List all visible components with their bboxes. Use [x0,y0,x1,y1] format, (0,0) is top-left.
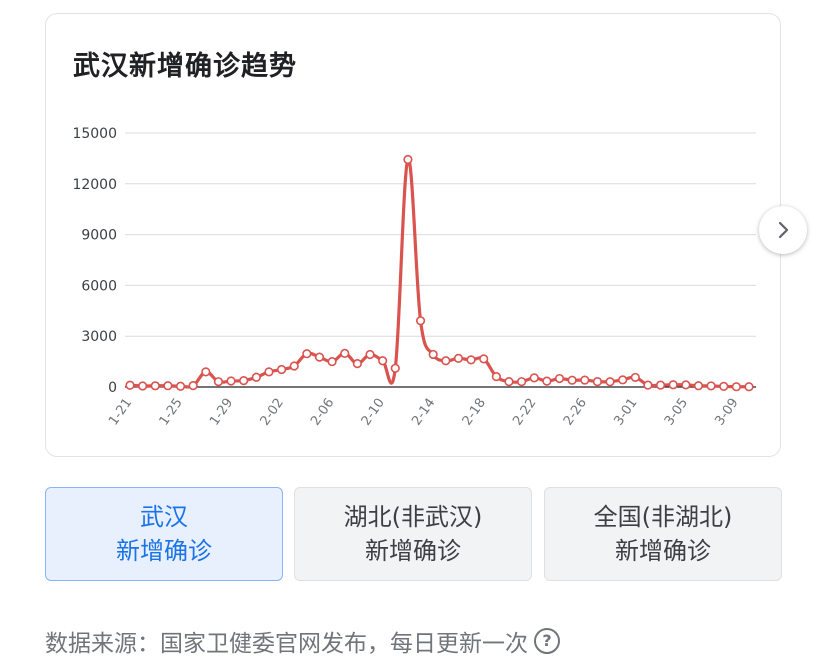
line-chart: 0 3000 6000 9000 12000 15000 1-21 1-25 1-29 2-02 2… [72,126,756,429]
data-point [289,361,299,371]
data-point [365,349,375,360]
x-tick-label: 2-06 [308,396,337,429]
data-point [188,381,198,391]
y-tick-label: 3000 [81,329,117,345]
data-point [491,371,501,382]
series-line [129,157,750,389]
data-point [302,349,312,359]
tab-label-line1: 武汉 [140,503,188,531]
data-point [138,381,148,391]
data-point [668,380,678,390]
data-point [744,382,754,392]
x-tick-label: 1-29 [207,396,236,429]
data-point [554,373,565,384]
tab-national-non-hubei[interactable]: 全国(非湖北) 新增确诊 [544,487,782,581]
tab-label-line1: 全国(非湖北) [593,503,733,531]
help-icon[interactable]: ? [534,628,560,654]
data-point [618,375,628,385]
data-point [529,373,539,383]
data-point [605,377,615,387]
data-point [681,380,691,390]
data-point [213,377,224,387]
y-tick-label: 6000 [81,278,117,294]
data-point [643,380,653,390]
next-chart-button[interactable] [759,206,807,254]
data-point [352,359,362,369]
x-tick-label: 1-21 [106,396,135,429]
data-point [239,375,249,386]
y-tick-label: 0 [108,380,117,396]
y-tick-label: 9000 [81,228,117,244]
x-tick-label: 1-25 [157,396,186,429]
data-point [125,380,135,390]
data-point [630,372,640,383]
data-point [479,354,489,364]
data-source-text: 数据来源：国家卫健委官网发布，每日更新一次 [45,631,528,657]
x-tick-label: 3-05 [662,396,691,429]
data-point [542,376,552,386]
data-point [441,356,451,366]
x-tick-label: 2-22 [510,396,539,429]
data-point [517,377,527,387]
data-point [453,353,464,363]
chevron-right-icon [778,221,789,239]
data-point [504,376,514,387]
y-tick-label: 12000 [72,177,117,193]
tab-label-line2: 新增确诊 [116,537,212,565]
data-point [340,348,350,358]
data-point [592,377,603,387]
x-tick-label: 3-09 [712,396,741,429]
data-point [466,355,476,365]
x-tick-label: 2-10 [359,396,388,429]
data-point [150,381,160,391]
data-point [706,381,716,391]
data-point [201,367,211,377]
data-point [175,381,186,391]
data-point [390,363,400,373]
data-point [378,356,388,366]
data-point [251,372,261,382]
data-point [163,381,173,391]
data-point [276,364,287,375]
data-point [731,382,741,392]
x-tick-label: 2-26 [561,396,590,429]
y-tick-label: 15000 [72,126,117,142]
data-point [567,375,577,385]
chart-title: 武汉新增确诊趋势 [73,51,297,82]
data-source-note: 数据来源：国家卫健委官网发布，每日更新一次 ? [45,624,560,658]
data-point [580,375,590,385]
tab-label-line2: 新增确诊 [615,537,711,565]
data-point [428,349,438,360]
data-point [693,381,704,391]
data-point [226,376,236,386]
data-point [314,352,325,362]
tab-hubei-non-wuhan[interactable]: 湖北(非武汉) 新增确诊 [294,487,532,581]
data-point [719,381,729,391]
x-tick-label: 2-18 [460,396,489,429]
tab-wuhan[interactable]: 武汉 新增确诊 [45,487,283,581]
x-tick-label: 2-14 [409,396,438,429]
x-tick-label: 2-02 [258,396,287,429]
data-point [655,380,666,390]
data-point [327,356,337,367]
x-tick-label: 3-01 [611,396,640,429]
tab-label-line1: 湖北(非武汉) [343,503,483,531]
data-point [403,154,413,165]
data-point [264,367,274,377]
tab-label-line2: 新增确诊 [365,537,461,565]
data-point [415,316,426,326]
